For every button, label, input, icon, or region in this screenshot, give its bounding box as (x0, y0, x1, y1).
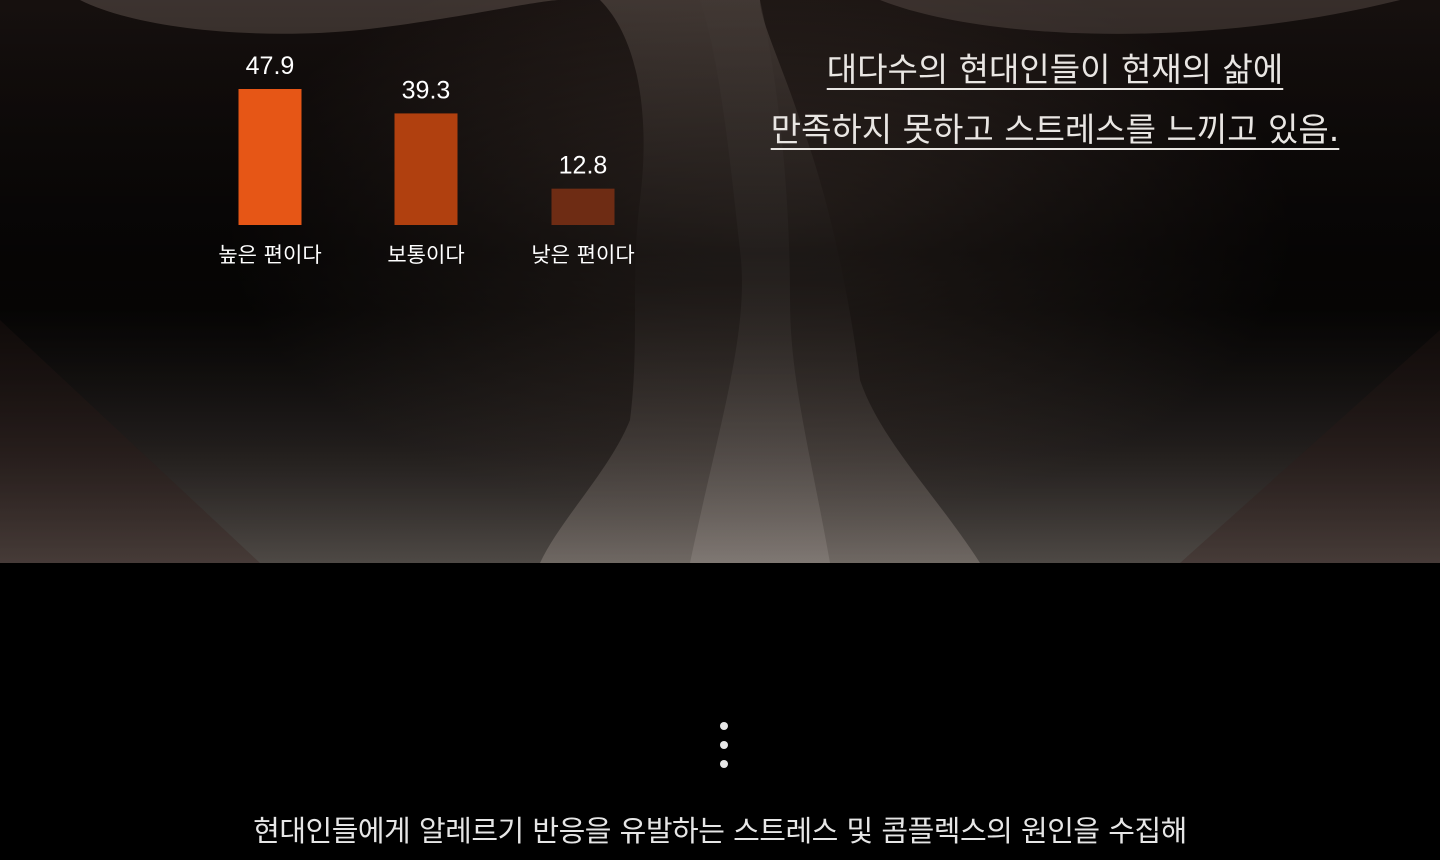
bar-0 (238, 89, 302, 225)
bar-value-label: 47.9 (246, 52, 295, 80)
vertical-ellipsis-icon (716, 718, 732, 772)
bar-category-label: 높은 편이다 (218, 243, 321, 267)
bar-value-label: 12.8 (559, 152, 608, 180)
hero-background (0, 0, 1440, 563)
headline: 대다수의 현대인들이 현재의 삶에 만족하지 못하고 스트레스를 느끼고 있음. (740, 40, 1370, 160)
bar-value-label: 39.3 (402, 76, 451, 104)
bottom-caption: 현대인들에게 알레르기 반응을 유발하는 스트레스 및 콤플렉스의 원인을 수집… (253, 814, 1187, 848)
ellipsis-dot (720, 741, 728, 749)
bar-2 (551, 188, 615, 225)
headline-line-2: 만족하지 못하고 스트레스를 느끼고 있음. (740, 100, 1370, 160)
satisfaction-bar-chart: 47.9 높은 편이다 39.3 보통이다 12.8 낮은 편이다 (200, 40, 680, 280)
ellipsis-dot (720, 760, 728, 768)
bar-category-label: 보통이다 (387, 243, 464, 267)
bar-chart-svg: 47.9 높은 편이다 39.3 보통이다 12.8 낮은 편이다 (218, 52, 634, 267)
bar-1 (394, 113, 458, 225)
ellipsis-dot (720, 722, 728, 730)
headline-line-1-text: 대다수의 현대인들이 현재의 삶에 (826, 50, 1284, 89)
headline-line-2-text: 만족하지 못하고 스트레스를 느끼고 있음. (770, 110, 1340, 149)
bar-category-label: 낮은 편이다 (531, 243, 634, 267)
headline-line-1: 대다수의 현대인들이 현재의 삶에 (740, 40, 1370, 100)
